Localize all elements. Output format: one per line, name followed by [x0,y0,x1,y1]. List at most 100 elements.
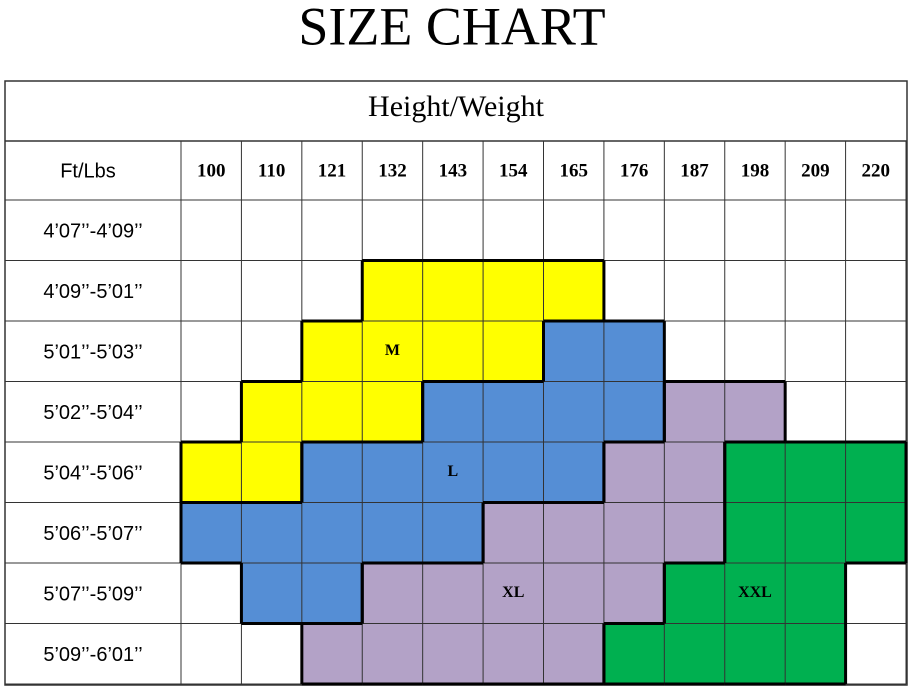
size-cell [362,623,423,684]
size-cell [664,442,725,503]
size-cell [785,563,846,624]
height-label: 4’09’’-5’01’’ [43,281,142,303]
height-label: 5’02’’-5’04’’ [43,402,142,424]
size-cell [845,321,906,382]
size-cell [181,502,242,563]
size-cell [301,321,363,382]
size-cell [785,260,846,321]
table-header: Height/Weight [368,90,545,123]
size-cell [362,502,423,563]
size-cell [845,260,906,321]
size-cell [181,442,242,503]
corner-label: Ft/Lbs [60,160,116,182]
size-cell [422,381,484,442]
size-cell [483,321,544,382]
size-cell [422,321,484,382]
size-cell [543,321,604,382]
size-cell [241,321,302,382]
size-cell [241,563,302,624]
size-cell [543,502,604,563]
size-cell [543,381,604,442]
size-cell [724,623,786,684]
size-cell [362,321,423,382]
size-cell [543,260,604,321]
size-cell [181,563,242,624]
size-cell [301,200,363,261]
size-cell [422,260,484,321]
size-cell [664,321,725,382]
size-cell [543,442,604,503]
size-cell [301,381,363,442]
size-cell [422,442,484,503]
size-cell [181,260,242,321]
size-cell [362,563,423,624]
size-cell [724,260,786,321]
size-cell [362,381,423,442]
size-cell [301,623,363,684]
weight-label: 198 [741,160,770,181]
size-cell [422,623,484,684]
size-cell [724,200,786,261]
size-cell [603,623,665,684]
weight-label: 121 [318,160,347,181]
size-cell [241,381,302,442]
size-cell [845,623,906,684]
size-cell [724,321,786,382]
size-cell [301,563,363,624]
weight-label: 154 [499,160,528,181]
weight-label: 110 [258,160,285,181]
size-cell [241,442,302,503]
size-cell [664,563,725,624]
size-cell [785,623,846,684]
height-label: 5’07’’-5’09’’ [43,584,142,606]
weight-label: 220 [862,160,891,181]
size-cell [241,623,302,684]
weight-label: 176 [620,160,649,181]
size-cell [422,563,484,624]
size-cell [483,623,544,684]
size-cell [664,381,725,442]
size-cell [362,260,423,321]
size-cell [483,563,544,624]
size-cell [362,200,423,261]
weight-label: 143 [439,160,468,181]
size-cell [241,502,302,563]
size-cell [845,563,906,624]
size-cell [664,200,725,261]
size-cell [181,321,242,382]
size-cell [724,502,786,563]
size-cell [785,200,846,261]
size-cell [301,442,363,503]
size-cell [483,502,544,563]
size-label: L [448,463,459,480]
size-cell [845,200,906,261]
height-label: 5’09’’-6’01’’ [43,644,142,666]
size-cell [422,502,484,563]
size-cell [301,260,363,321]
size-cell [603,321,665,382]
weight-label: 132 [378,160,407,181]
size-cell [724,563,786,624]
size-cell [543,200,604,261]
size-cell [362,442,423,503]
size-cell [483,442,544,503]
size-label: M [385,342,400,359]
weight-label: 165 [559,160,588,181]
size-cell [422,200,484,261]
weight-label: 209 [801,160,830,181]
size-cell [845,442,906,503]
size-cell [603,381,665,442]
size-cell [664,623,725,684]
size-cell [181,200,242,261]
title: SIZE CHART [298,0,605,56]
size-cell [724,442,786,503]
height-label: 5’01’’-5’03’’ [43,342,142,364]
size-cell [543,623,604,684]
size-cell [603,563,665,624]
size-cell [301,502,363,563]
size-cell [785,381,846,442]
size-cell [483,260,544,321]
size-cell [483,200,544,261]
size-cell [664,502,725,563]
